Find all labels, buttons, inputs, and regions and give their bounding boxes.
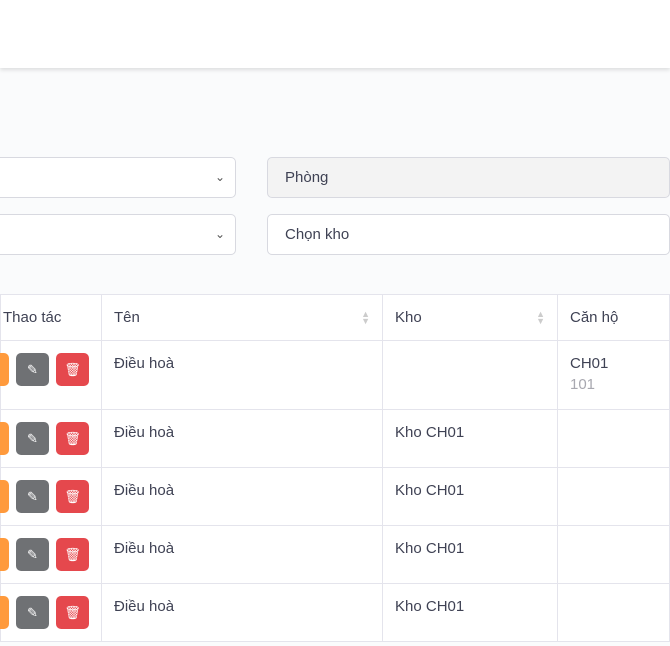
header-actions: Thao tác <box>0 294 102 341</box>
edit-button[interactable]: ✎ <box>16 422 49 455</box>
chevron-down-icon: ⌄ <box>214 227 225 241</box>
edit-button[interactable]: ✎ <box>16 596 49 629</box>
chevron-down-icon: ⌄ <box>214 170 225 184</box>
edit-icon: ✎ <box>27 361 38 377</box>
view-button[interactable]: ◉ <box>0 480 9 513</box>
name-cell: Điều hoà <box>101 583 383 642</box>
table-row: ◉ ✎ 🗑 Điều hoà Kho CH01 <box>0 525 670 584</box>
delete-button[interactable]: 🗑 <box>56 422 89 455</box>
table-header: Thao tác Tên ▲ ▼ Kho ▲ ▼ Căn hộ <box>0 294 670 341</box>
items-table: Thao tác Tên ▲▼ Kho ▲▼ Căn hộ ◉ ✎ 🗑 Điều h… <box>0 294 670 642</box>
warehouse-select-placeholder: Chọn kho <box>285 226 350 243</box>
trash-icon: 🗑 <box>64 488 81 504</box>
trash-icon: 🗑 <box>64 604 81 620</box>
edit-icon: ✎ <box>27 604 38 620</box>
name-cell: Điều hoà <box>101 340 383 410</box>
name-cell: Điều hoà <box>101 467 383 526</box>
name-cell: Điều hoà <box>101 525 383 584</box>
room-select[interactable]: Phòng <box>267 157 670 198</box>
top-bar <box>0 0 670 68</box>
actions-cell: ◉ ✎ 🗑 <box>0 409 102 468</box>
edit-button[interactable]: ✎ <box>16 353 49 386</box>
view-button[interactable]: ◉ <box>0 422 9 455</box>
actions-cell: ◉ ✎ 🗑 <box>0 583 102 642</box>
warehouse-cell: Kho CH01 <box>382 467 558 526</box>
apartment-cell <box>557 467 670 526</box>
header-warehouse-label: Kho <box>395 309 422 326</box>
view-button[interactable]: ◉ <box>0 353 9 386</box>
trash-icon: 🗑 <box>64 361 81 377</box>
filter-select-2[interactable]: ⌄ <box>0 214 236 255</box>
apartment-cell <box>557 583 670 642</box>
delete-button[interactable]: 🗑 <box>56 480 89 513</box>
edit-icon: ✎ <box>27 488 38 504</box>
apartment-code: CH01 <box>570 355 609 372</box>
warehouse-select[interactable]: Chọn kho <box>267 214 670 255</box>
table-row: ◉ ✎ 🗑 Điều hoà Kho CH01 <box>0 583 670 642</box>
view-button[interactable]: ◉ <box>0 596 9 629</box>
actions-cell: ◉ ✎ 🗑 <box>0 467 102 526</box>
actions-cell: ◉ ✎ 🗑 <box>0 340 102 410</box>
sort-icon[interactable]: ▲ ▼ <box>536 309 545 326</box>
edit-button[interactable]: ✎ <box>16 480 49 513</box>
room-select-placeholder: Phòng <box>285 169 329 186</box>
table-row: ◉ ✎ 🗑 Điều hoà CH01 101 <box>0 340 670 410</box>
actions-cell: ◉ ✎ 🗑 <box>0 525 102 584</box>
edit-button[interactable]: ✎ <box>16 538 49 571</box>
header-name-label: Tên <box>114 309 140 326</box>
header-name[interactable]: Tên ▲ ▼ <box>101 294 383 341</box>
delete-button[interactable]: 🗑 <box>56 538 89 571</box>
apartment-cell: CH01 101 <box>557 340 670 410</box>
delete-button[interactable]: 🗑 <box>56 596 89 629</box>
warehouse-cell: Kho CH01 <box>382 525 558 584</box>
trash-icon: 🗑 <box>64 546 81 562</box>
table-row: ◉ ✎ 🗑 Điều hoà Kho CH01 <box>0 409 670 468</box>
edit-icon: ✎ <box>27 546 38 562</box>
trash-icon: 🗑 <box>64 430 81 446</box>
name-cell: Điều hoà <box>101 409 383 468</box>
apartment-number: 101 <box>570 376 596 393</box>
edit-icon: ✎ <box>27 430 38 446</box>
header-warehouse[interactable]: Kho ▲ ▼ <box>382 294 558 341</box>
sort-icon[interactable]: ▲ ▼ <box>361 309 370 326</box>
warehouse-cell: Kho CH01 <box>382 409 558 468</box>
apartment-cell <box>557 525 670 584</box>
header-apartment: Căn hộ <box>557 294 670 341</box>
view-button[interactable]: ◉ <box>0 538 9 571</box>
delete-button[interactable]: 🗑 <box>56 353 89 386</box>
warehouse-cell: Kho CH01 <box>382 583 558 642</box>
filter-select-1[interactable]: ⌄ <box>0 157 236 198</box>
apartment-cell <box>557 409 670 468</box>
table-row: ◉ ✎ 🗑 Điều hoà Kho CH01 <box>0 467 670 526</box>
warehouse-cell <box>382 340 558 410</box>
